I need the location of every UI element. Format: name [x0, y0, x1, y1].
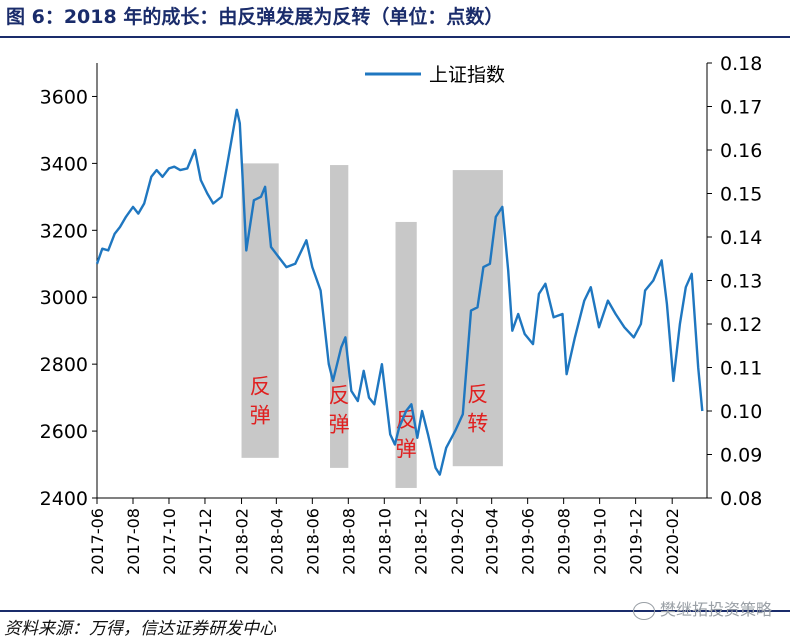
left-tick-label: 2400 [40, 488, 88, 510]
x-tick-label: 2018-04 [267, 508, 286, 575]
left-tick-label: 3600 [40, 86, 88, 108]
source-divider [0, 610, 790, 612]
left-tick-label: 2600 [40, 421, 88, 443]
watermark-text: 樊继拓投资策略 [659, 600, 772, 619]
x-tick-label: 2019-08 [555, 508, 574, 575]
series-line-1 [95, 108, 704, 476]
x-tick-label: 2018-08 [339, 508, 358, 575]
x-tick-label: 2019-02 [448, 508, 467, 575]
region-annotation-char: 弹 [250, 404, 271, 428]
x-tick-label: 2019-06 [519, 508, 538, 575]
x-tick-label: 2019-10 [591, 508, 610, 575]
region-annotation-1: 反弹 [250, 375, 271, 428]
axes: 2400 2600 2800 3000 3200 3400 3600 0.08 0.09 0.10… [40, 53, 763, 575]
right-tick-label: 0.14 [720, 227, 762, 249]
series-lines [95, 108, 704, 476]
region-annotation-char: 转 [467, 412, 488, 436]
right-tick-label: 0.12 [720, 314, 762, 336]
legend: 上证指数 [365, 64, 505, 86]
shaded-region-1 [241, 163, 279, 458]
x-tick-label: 2018-12 [411, 508, 430, 575]
watermark: 樊继拓投资策略 [632, 596, 772, 620]
region-annotation-char: 弹 [329, 413, 350, 437]
region-annotation-2: 反弹 [329, 384, 350, 437]
region-annotation-4: 反转 [467, 383, 488, 436]
wechat-icon [632, 601, 655, 620]
right-tick-label: 0.16 [720, 140, 762, 162]
left-tick-label: 2800 [40, 354, 88, 376]
left-tick-label: 3000 [40, 287, 88, 309]
right-tick-label: 0.11 [720, 358, 762, 380]
figure-title: 图 6：2018 年的成长：由反弹发展为反转（单位：点数） [6, 6, 504, 28]
right-tick-label: 0.08 [720, 488, 762, 510]
region-annotation-char: 反 [329, 384, 350, 408]
region-annotation-char: 弹 [396, 437, 417, 461]
shaded-region-2 [330, 165, 349, 468]
source-note: 资料来源：万得，信达证券研发中心 [4, 619, 276, 639]
region-annotation-char: 反 [250, 375, 271, 399]
x-tick-label: 2017-08 [124, 508, 143, 575]
x-tick-label: 2018-06 [303, 508, 322, 575]
legend-label: 上证指数 [429, 64, 505, 86]
shaded-regions [241, 163, 503, 488]
right-tick-label: 0.13 [720, 271, 762, 293]
right-tick-label: 0.17 [720, 97, 762, 119]
right-tick-label: 0.18 [720, 53, 762, 75]
region-annotation-char: 反 [467, 383, 488, 407]
right-tick-label: 0.10 [720, 401, 762, 423]
x-tick-label: 2018-02 [233, 508, 252, 575]
title-divider [0, 36, 790, 38]
left-tick-label: 3200 [40, 220, 88, 242]
x-tick-label: 2017-06 [88, 508, 107, 575]
x-tick-label: 2019-04 [483, 508, 502, 575]
x-tick-label: 2020-02 [663, 508, 682, 575]
x-tick-label: 2018-10 [375, 508, 394, 575]
right-tick-label: 0.09 [720, 445, 762, 467]
x-tick-label: 2017-12 [196, 508, 215, 575]
x-tick-label: 2019-12 [627, 508, 646, 575]
x-tick-label: 2017-10 [160, 508, 179, 575]
right-tick-label: 0.15 [720, 184, 762, 206]
left-tick-label: 3400 [40, 153, 88, 175]
